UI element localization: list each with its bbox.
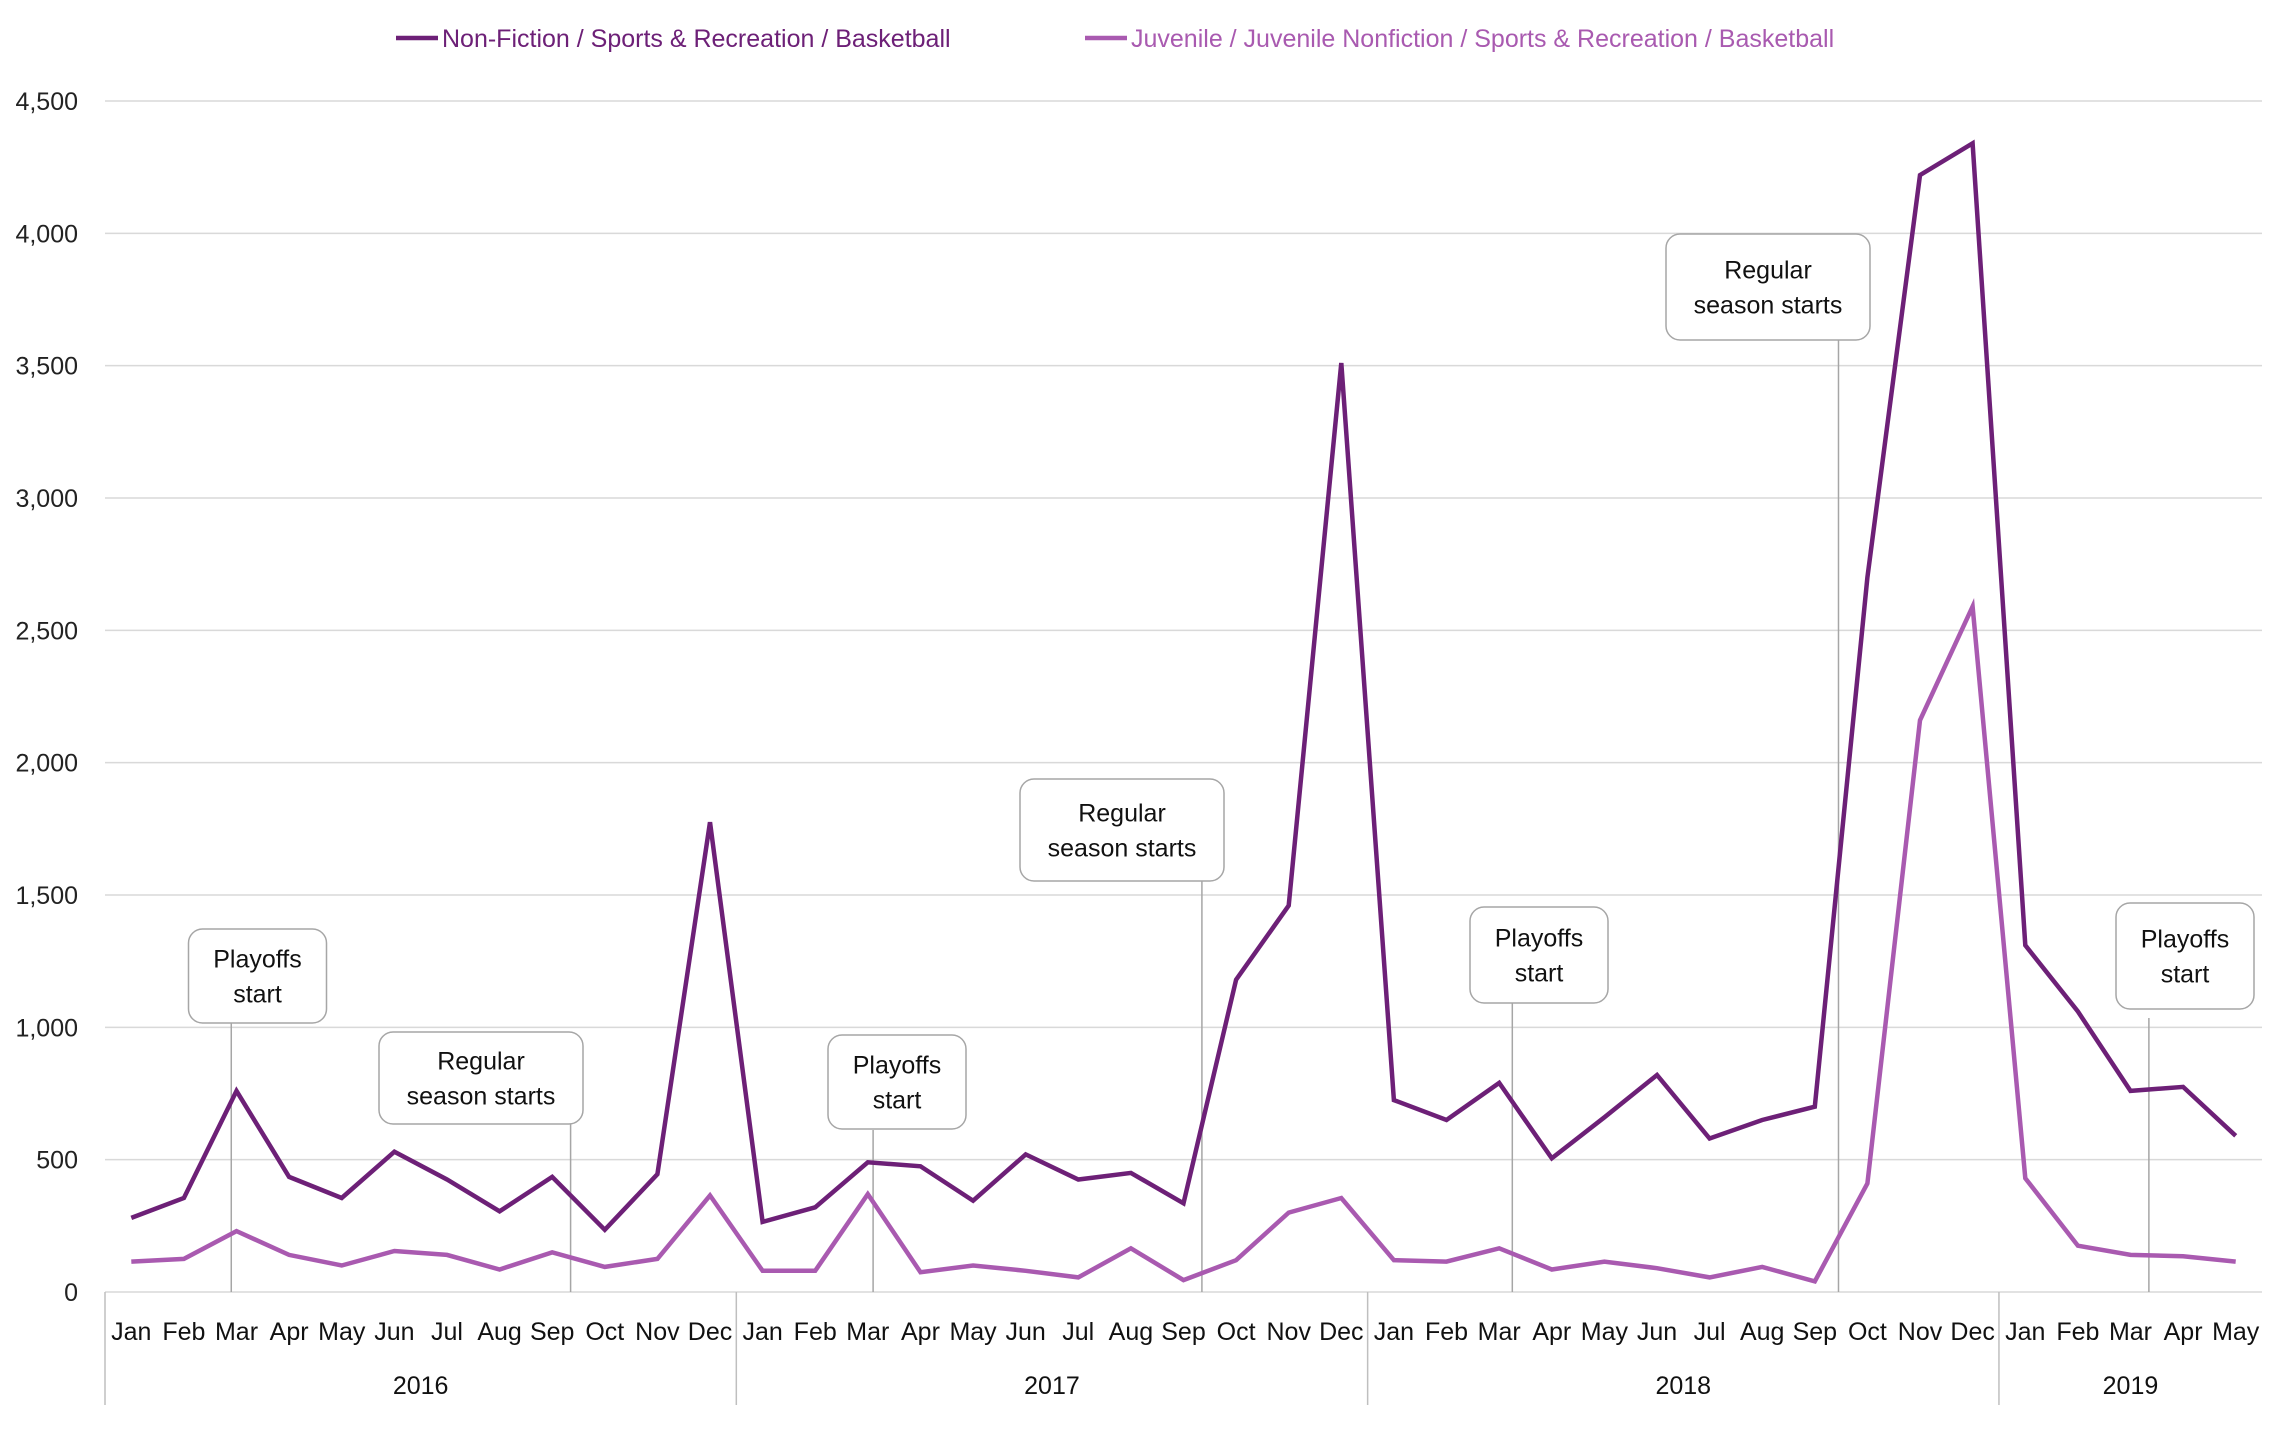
x-tick-label: Nov [1266,1318,1311,1346]
annotation-callout: Playoffs start [2115,902,2255,1010]
x-tick-label: Jul [431,1318,463,1346]
x-tick-label: Jun [1006,1318,1046,1346]
x-tick-label: Mar [2109,1318,2152,1346]
x-tick-label: Feb [162,1318,205,1346]
annotation-text: Playoffs [2141,926,2229,954]
x-tick-label: Jul [1062,1318,1094,1346]
annotation-callout: Playoffs start [1469,906,1609,1004]
y-tick-label: 4,000 [15,220,78,248]
x-tick-label: Mar [215,1318,258,1346]
y-tick-label: 1,500 [15,882,78,910]
annotation-text: Regular [1724,257,1812,285]
legend: Non-Fiction / Sports & Recreation / Bask… [396,25,1834,53]
y-tick-label: 2,500 [15,617,78,645]
year-label: 2017 [1024,1372,1080,1400]
x-tick-label: Apr [2164,1318,2203,1346]
annotation-text: Regular [1078,800,1166,828]
annotations: Playoffs start Regular season starts Playoff… [187,233,2255,1130]
x-tick-label: Feb [2056,1318,2099,1346]
x-tick-label: Sep [1793,1318,1837,1346]
annotation-text: start [2161,961,2210,989]
x-tick-label: Dec [688,1318,732,1346]
x-tick-label: Jan [111,1318,151,1346]
annotation-box [2115,902,2255,1010]
x-tick-label: Jan [2005,1318,2045,1346]
annotation-callout: Regular season starts [378,1031,584,1125]
x-tick-label: Feb [1425,1318,1468,1346]
x-tick-label: Jan [742,1318,782,1346]
x-tick-label: May [949,1318,997,1346]
x-tick-label: Jul [1694,1318,1726,1346]
y-tick-label: 1,000 [15,1014,78,1042]
x-tick-label: Feb [794,1318,837,1346]
x-tick-label: May [318,1318,366,1346]
annotation-callout: Playoffs start [187,928,328,1024]
x-tick-label: Nov [1898,1318,1943,1346]
legend-label: Non-Fiction / Sports & Recreation / Bask… [442,25,951,53]
series-line-2 [131,597,2236,1285]
x-tick-label: Nov [635,1318,680,1346]
x-tick-label: Apr [1532,1318,1571,1346]
y-tick-label: 2,000 [15,750,78,778]
annotation-text: Regular [437,1048,525,1076]
annotation-box [187,928,328,1024]
annotation-callout: Playoffs start [827,1034,967,1130]
annotation-text: Playoffs [1495,925,1583,953]
annotation-text: start [1515,960,1564,988]
annotation-text: season starts [1048,835,1197,863]
x-tick-label: Jan [1374,1318,1414,1346]
x-tick-label: Dec [1950,1318,1994,1346]
annotation-box [1019,778,1225,882]
annotation-text: start [233,981,282,1009]
annotation-callout: Regular season starts [1665,233,1871,341]
annotation-box [827,1034,967,1130]
annotation-leaders [230,338,2150,1292]
annotation-callout: Regular season starts [1019,778,1225,882]
x-tick-label: Mar [1478,1318,1521,1346]
x-tick-label: May [1581,1318,1629,1346]
year-label: 2016 [393,1372,449,1400]
x-tick-label: Aug [1109,1318,1153,1346]
x-tick-label: Aug [477,1318,521,1346]
y-tick-label: 3,500 [15,353,78,381]
x-tick-label: Oct [1848,1318,1887,1346]
series-lines [130,139,2238,1285]
year-label: 2018 [1655,1372,1711,1400]
year-label: 2019 [2103,1372,2159,1400]
x-axis: Jan Feb Mar Apr May Jun Jul Aug Sep Oct Nov Dec Jan F… [104,1292,2260,1405]
legend-label: Juvenile / Juvenile Nonfiction / Sports … [1131,25,1834,53]
annotation-text: Playoffs [853,1052,941,1080]
annotation-text: season starts [1694,292,1843,320]
annotation-text: start [873,1087,922,1115]
y-axis: 0 500 1,000 1,500 2,000 2,500 3,000 3,500 4,000 4… [15,88,78,1307]
x-tick-label: Sep [530,1318,574,1346]
annotation-text: Playoffs [213,946,301,974]
x-tick-label: Mar [846,1318,889,1346]
x-tick-label: Dec [1319,1318,1363,1346]
x-tick-label: Oct [1217,1318,1256,1346]
x-tick-label: Oct [585,1318,624,1346]
annotation-text: season starts [407,1083,556,1111]
x-tick-label: Jun [374,1318,414,1346]
y-tick-label: 4,500 [15,88,78,116]
y-tick-label: 3,000 [15,485,78,513]
annotation-box [1665,233,1871,341]
x-tick-label: Apr [901,1318,940,1346]
x-tick-label: Sep [1161,1318,1205,1346]
y-tick-label: 500 [36,1147,78,1175]
gridlines [105,100,2262,1293]
x-tick-label: Apr [270,1318,309,1346]
annotation-box [378,1031,584,1125]
y-tick-label: 0 [64,1279,78,1307]
x-tick-label: Jun [1637,1318,1677,1346]
x-tick-label: Aug [1740,1318,1784,1346]
annotation-box [1469,906,1609,1004]
series-line-1 [130,139,2238,1234]
x-tick-label: May [2212,1318,2260,1346]
